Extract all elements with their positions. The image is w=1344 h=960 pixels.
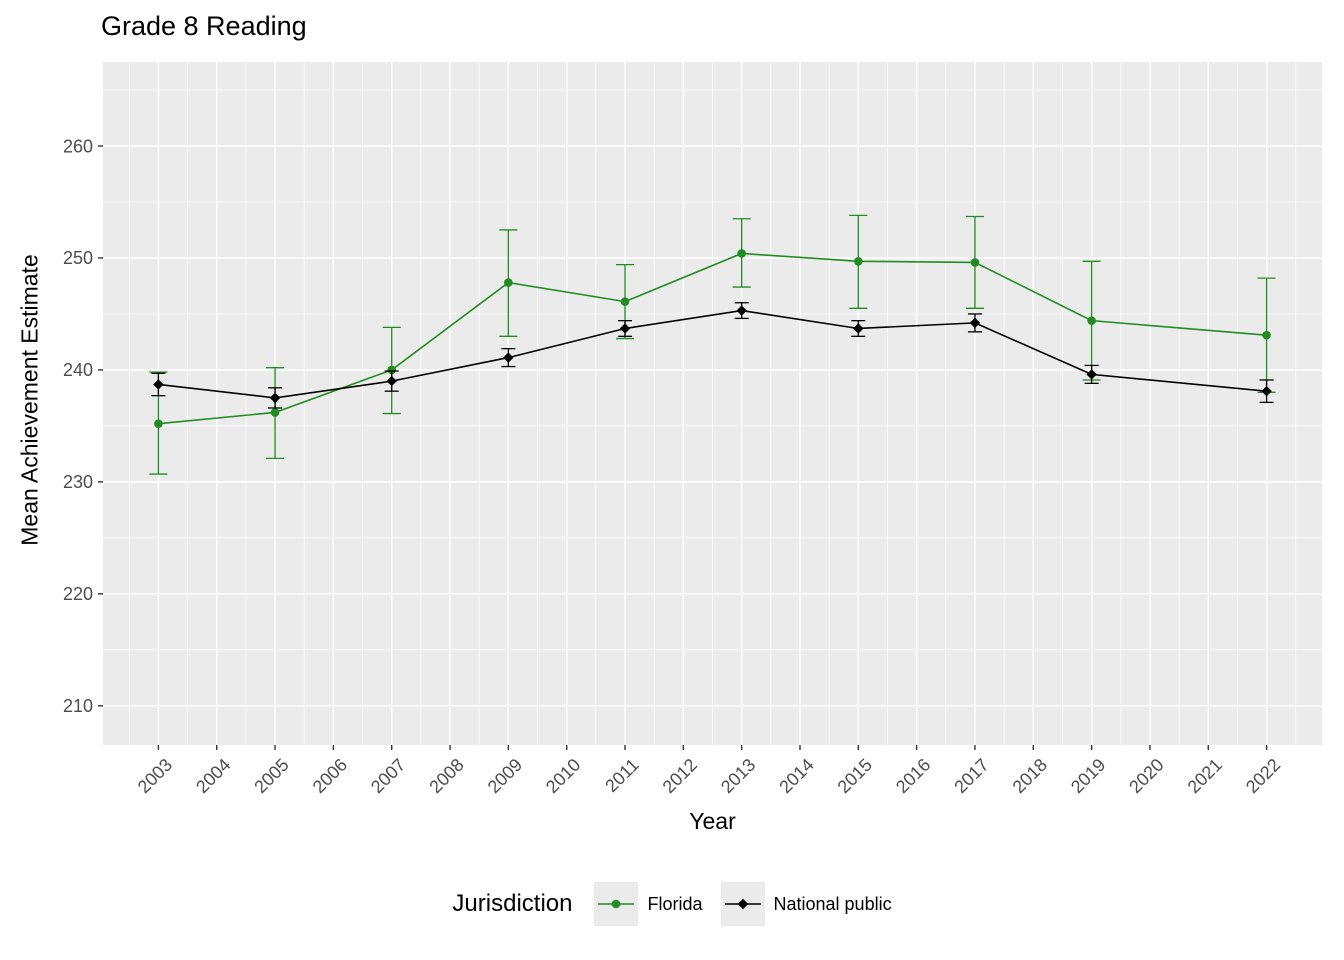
data-point xyxy=(1261,385,1272,397)
x-tick-label: 2007 xyxy=(367,755,409,797)
data-point xyxy=(270,408,280,417)
x-axis-title: Year xyxy=(689,808,736,834)
y-tick-label: 260 xyxy=(63,136,93,156)
x-tick-label: 2008 xyxy=(425,755,467,797)
data-point xyxy=(386,375,397,387)
x-tick-label: 2010 xyxy=(542,755,584,797)
legend-title: Jurisdiction xyxy=(452,890,573,917)
data-point xyxy=(736,305,747,316)
legend-item-national-public: National public xyxy=(720,882,892,926)
x-tick-label: 2017 xyxy=(950,755,992,797)
x-tick-label: 2003 xyxy=(134,755,176,797)
x-tick-label: 2020 xyxy=(1125,755,1167,797)
data-point xyxy=(854,257,863,266)
legend-item-florida: Florida xyxy=(594,882,703,926)
legend-key-point xyxy=(737,898,748,910)
data-point xyxy=(737,249,746,258)
y-tick-label: 220 xyxy=(63,584,93,604)
data-point xyxy=(154,419,163,428)
series-national-public xyxy=(151,302,1274,409)
data-point xyxy=(153,379,164,390)
x-tick-label: 2011 xyxy=(601,755,643,797)
series-line xyxy=(158,309,1267,399)
y-tick-label: 230 xyxy=(63,472,93,492)
data-point xyxy=(619,323,631,334)
legend-key-florida-icon xyxy=(594,882,639,926)
x-tick-label: 2016 xyxy=(892,755,934,797)
legend-key-point xyxy=(612,899,621,909)
x-tick-label: 2019 xyxy=(1067,755,1109,797)
data-point xyxy=(503,352,514,363)
data-point xyxy=(969,317,981,329)
data-point xyxy=(1086,369,1097,380)
data-point xyxy=(1087,316,1096,325)
y-tick-label: 250 xyxy=(63,248,93,268)
legend-label-national-public: National public xyxy=(773,893,892,914)
data-point xyxy=(1262,330,1271,340)
x-tick-label: 2006 xyxy=(309,755,351,797)
x-tick-label: 2005 xyxy=(250,755,292,797)
legend-label-florida: Florida xyxy=(647,893,703,914)
y-tick-label: 210 xyxy=(63,696,93,716)
data-point xyxy=(620,297,630,306)
series-line xyxy=(158,252,1267,425)
x-tick-label: 2004 xyxy=(192,755,234,797)
data-point xyxy=(387,365,397,375)
data-point xyxy=(853,323,864,334)
x-tick-label: 2009 xyxy=(484,755,526,797)
legend-key-national-public-icon xyxy=(720,882,765,926)
gridlines xyxy=(103,62,1322,745)
legend: Jurisdiction Florida National public xyxy=(0,882,1344,926)
x-tick-label: 2021 xyxy=(1184,755,1226,797)
plot-title: Grade 8 Reading xyxy=(101,11,307,41)
y-tick-label: 240 xyxy=(63,360,93,380)
series-florida xyxy=(149,214,1276,475)
data-point xyxy=(504,278,513,287)
x-tick-label: 2022 xyxy=(1242,755,1284,797)
y-axis-title: Mean Achievement Estimate xyxy=(16,254,43,546)
x-tick-label: 2014 xyxy=(775,755,817,797)
data-point xyxy=(970,258,980,267)
data-point xyxy=(269,392,281,404)
x-tick-label: 2018 xyxy=(1009,755,1051,797)
x-tick-label: 2012 xyxy=(659,755,701,797)
x-tick-label: 2015 xyxy=(834,755,876,797)
x-tick-label: 2013 xyxy=(717,755,759,797)
